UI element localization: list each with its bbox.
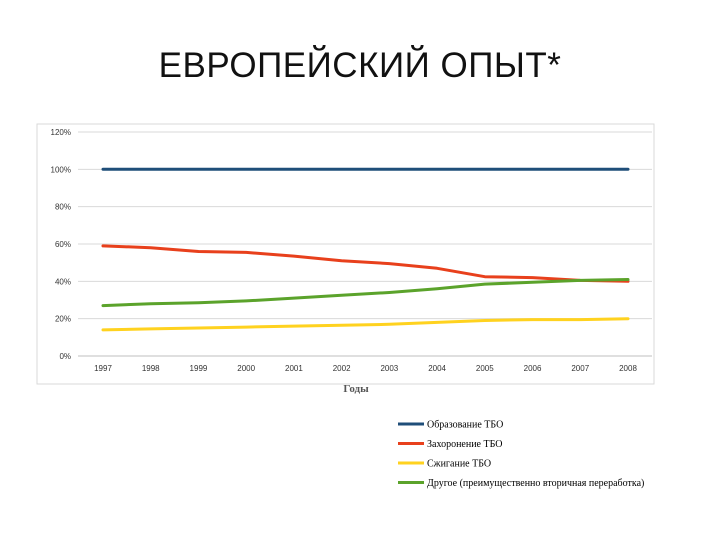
x-tick-label: 2006 <box>524 364 542 373</box>
series-line-4 <box>101 278 630 308</box>
x-tick-label: 2007 <box>571 364 589 373</box>
x-tick-label: 2000 <box>237 364 255 373</box>
x-tick-label: 1997 <box>94 364 112 373</box>
y-tick-label: 0% <box>59 352 71 361</box>
y-tick-label: 80% <box>55 203 71 212</box>
y-tick-label: 120% <box>51 128 71 137</box>
x-tick-label: 2004 <box>428 364 446 373</box>
y-tick-label: 40% <box>55 277 71 286</box>
x-tick-label: 2008 <box>619 364 637 373</box>
legend-label: Другое (преимущественно вторичная перера… <box>427 478 644 489</box>
y-tick-label: 100% <box>51 165 71 174</box>
chart-frame <box>36 123 655 385</box>
series-line-2 <box>101 244 630 283</box>
x-tick-label: 2003 <box>380 364 398 373</box>
x-tick-label: 2002 <box>333 364 351 373</box>
y-tick-label: 20% <box>55 315 71 324</box>
legend-label: Сжигание ТБО <box>427 459 491 470</box>
legend-label: Образование ТБО <box>427 420 503 431</box>
legend: Образование ТБО Захоронение ТБО Сжигание Т… <box>398 420 644 489</box>
y-axis-ticks: 0% 20% 40% 60% 80% 100% 120% <box>51 128 71 361</box>
x-tick-label: 1998 <box>142 364 160 373</box>
x-axis-ticks: 1997 1998 1999 2000 2001 2002 2003 2004 2005 2006… <box>94 364 637 373</box>
series-line-3 <box>101 317 630 332</box>
y-tick-label: 60% <box>55 240 71 249</box>
x-tick-label: 1999 <box>190 364 208 373</box>
legend-label: Захоронение ТБО <box>427 439 503 450</box>
series-lines <box>101 167 630 332</box>
x-axis-title: Годы <box>343 383 369 395</box>
slide-title: ЕВРОПЕЙСКИЙ ОПЫТ* <box>158 46 562 85</box>
x-tick-label: 2005 <box>476 364 494 373</box>
x-tick-label: 2001 <box>285 364 303 373</box>
